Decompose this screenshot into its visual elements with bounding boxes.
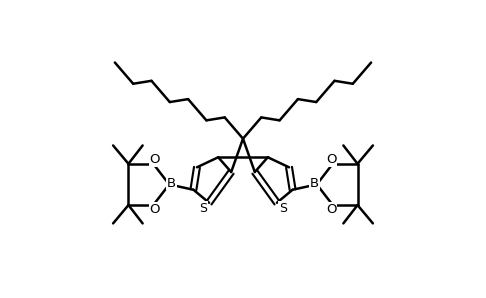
Text: S: S	[199, 201, 207, 215]
Text: S: S	[279, 201, 287, 215]
Text: B: B	[310, 177, 319, 190]
Text: O: O	[150, 153, 160, 166]
Text: O: O	[326, 153, 336, 166]
Text: O: O	[326, 203, 336, 216]
Text: B: B	[167, 177, 176, 190]
Text: O: O	[150, 203, 160, 216]
